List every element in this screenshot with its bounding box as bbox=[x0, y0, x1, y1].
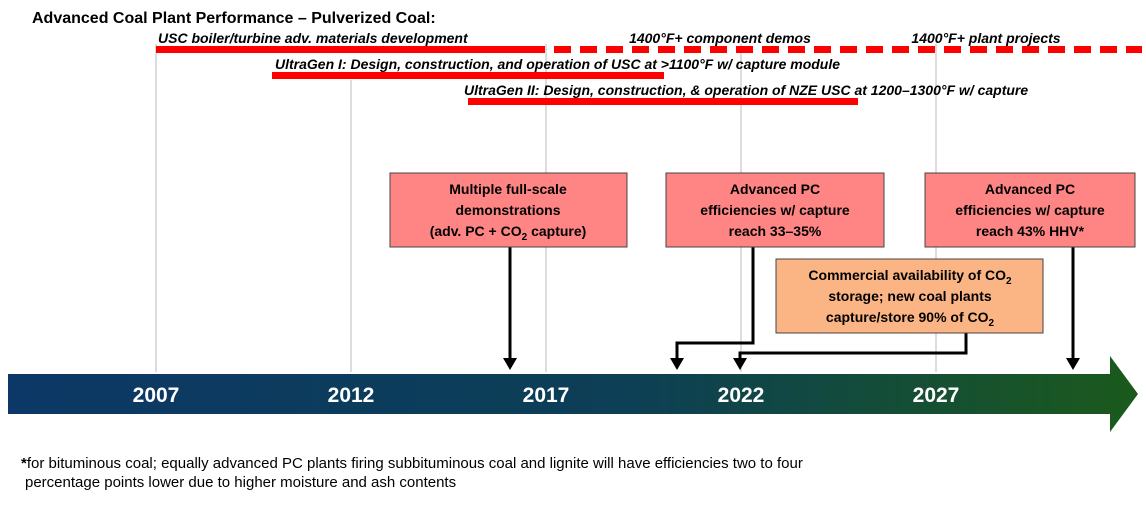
bar bbox=[468, 98, 858, 105]
box-text: Multiple full-scale bbox=[449, 181, 567, 197]
box-text: reach 43% HHV* bbox=[976, 223, 1085, 239]
arrowhead bbox=[670, 358, 684, 370]
footnote: *for bituminous coal; equally advanced P… bbox=[21, 455, 803, 472]
footnote-mark: * bbox=[21, 455, 27, 472]
arrowhead bbox=[503, 358, 517, 370]
text: capture) bbox=[527, 223, 586, 239]
text: Commercial availability of CO bbox=[808, 267, 1006, 283]
bar-label: 1400°F+ plant projects bbox=[911, 30, 1060, 46]
box bbox=[775, 258, 1044, 334]
title: Advanced Coal Plant Performance – Pulver… bbox=[32, 10, 436, 27]
subscript: 2 bbox=[1006, 276, 1012, 287]
year-label: 2022 bbox=[718, 384, 765, 407]
arrow bbox=[738, 333, 968, 360]
box bbox=[665, 172, 885, 248]
box-text: Advanced PC bbox=[730, 181, 820, 197]
subscript: 2 bbox=[989, 318, 995, 329]
bar-label: 1400°F+ component demos bbox=[629, 30, 811, 46]
footnote: percentage points lower due to higher mo… bbox=[25, 474, 456, 491]
bar-label: USC boiler/turbine adv. materials develo… bbox=[158, 30, 469, 46]
year-label: 2007 bbox=[133, 384, 180, 407]
footnote-text: for bituminous coal; equally advanced PC… bbox=[27, 455, 803, 472]
box-text: demonstrations bbox=[455, 202, 560, 218]
text: capture/store 90% of CO bbox=[826, 309, 989, 325]
box-text: efficiencies w/ capture bbox=[955, 202, 1105, 218]
arrowhead bbox=[733, 358, 747, 370]
year-label: 2012 bbox=[328, 384, 375, 407]
box bbox=[924, 172, 1136, 248]
bar-label: UltraGen II: Design, construction, & ope… bbox=[464, 82, 1028, 98]
arrow bbox=[675, 247, 755, 360]
box-text: reach 33–35% bbox=[729, 223, 822, 239]
box-text: (adv. PC + CO2 capture) bbox=[430, 223, 587, 243]
text: (adv. PC + CO bbox=[430, 223, 522, 239]
box-text: Commercial availability of CO2 bbox=[808, 267, 1012, 287]
arrowhead bbox=[1066, 358, 1080, 370]
bar bbox=[272, 72, 664, 79]
timeline-arrow bbox=[8, 356, 1138, 432]
subscript: 2 bbox=[522, 232, 528, 243]
box-text: storage; new coal plants bbox=[828, 288, 992, 304]
box-text: Advanced PC bbox=[985, 181, 1075, 197]
box bbox=[389, 172, 628, 248]
bar-label: UltraGen I: Design, construction, and op… bbox=[275, 56, 840, 72]
box-text: efficiencies w/ capture bbox=[700, 202, 850, 218]
bar bbox=[156, 46, 528, 53]
box-text: capture/store 90% of CO2 bbox=[826, 309, 995, 329]
arrows bbox=[503, 247, 1080, 370]
year-label: 2027 bbox=[913, 384, 960, 407]
year-label: 2017 bbox=[523, 384, 570, 407]
